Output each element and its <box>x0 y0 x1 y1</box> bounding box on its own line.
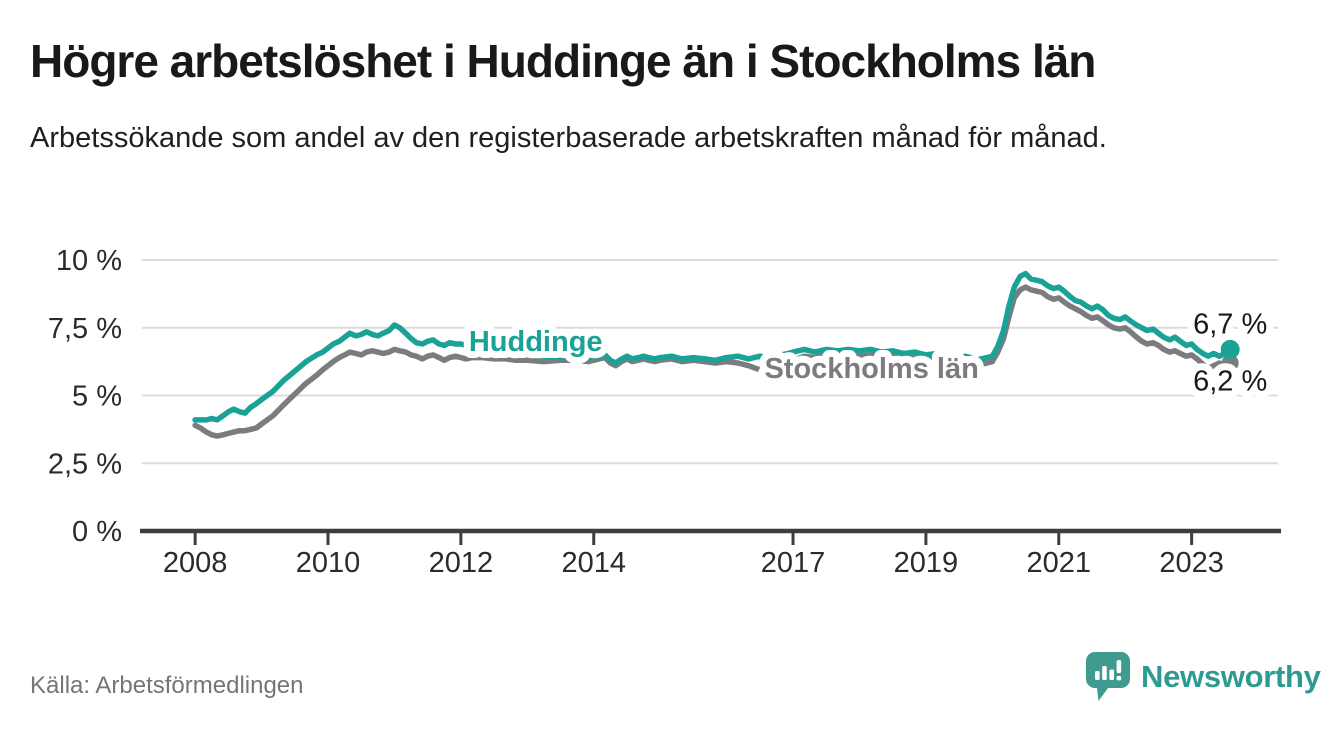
end-value-label-huddinge: 6,7 % <box>1193 309 1267 341</box>
page-title: Högre arbetslöshet i Huddinge än i Stock… <box>30 35 1096 87</box>
page-subtitle: Arbetssökande som andel av den registerb… <box>30 122 1107 154</box>
newsworthy-logo-icon <box>1086 652 1130 701</box>
x-tick-label: 2017 <box>761 547 826 579</box>
series-label-huddinge: Huddinge <box>469 326 603 358</box>
series-label-stockholms-l-n: Stockholms län <box>764 353 978 385</box>
y-tick-label: 10 % <box>56 245 122 277</box>
source-text: Källa: Arbetsförmedlingen <box>30 672 304 699</box>
x-tick-label: 2019 <box>894 547 959 579</box>
y-tick-label: 2,5 % <box>48 448 122 480</box>
newsworthy-logo-text: Newsworthy <box>1141 659 1321 694</box>
series-line-huddinge <box>192 270 1233 423</box>
x-tick-label: 2012 <box>429 547 494 579</box>
x-tick-label: 2010 <box>296 547 361 579</box>
end-value-label-stockholms-l-n: 6,2 % <box>1193 366 1267 398</box>
x-tick-label: 2021 <box>1027 547 1092 579</box>
newsworthy-logo: Newsworthy <box>1086 652 1321 702</box>
y-tick-label: 7,5 % <box>48 313 122 345</box>
series-line-stockholms-l-n <box>192 284 1233 439</box>
x-tick-label: 2014 <box>561 547 626 579</box>
y-tick-label: 0 % <box>72 516 122 548</box>
y-tick-label: 5 % <box>72 381 122 413</box>
series-end-dot-stockholms-l-n <box>1221 354 1239 372</box>
series-end-dot-huddinge <box>1220 339 1240 359</box>
x-tick-label: 2023 <box>1159 547 1224 579</box>
x-tick-label: 2008 <box>163 547 228 579</box>
